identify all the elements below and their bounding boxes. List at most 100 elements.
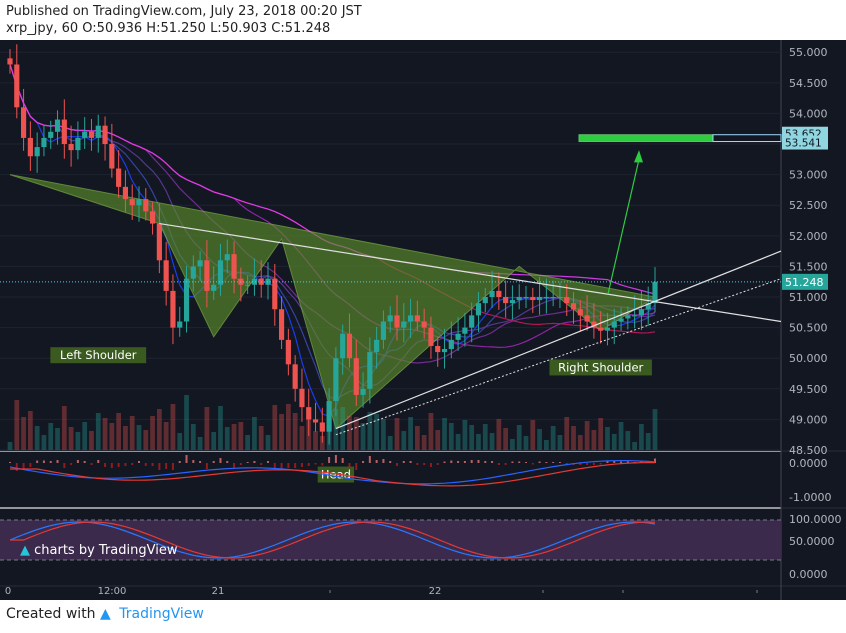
chart-area[interactable]: 55.00054.50054.00053.50053.00052.50052.0… — [0, 0, 846, 600]
candle — [224, 254, 230, 261]
volume-bar — [89, 431, 94, 450]
candle — [428, 327, 434, 346]
volume-bar — [408, 417, 413, 450]
candle — [523, 297, 529, 299]
macd-histogram-bar — [138, 461, 140, 463]
candle — [41, 137, 47, 148]
candle — [632, 315, 638, 317]
macd-histogram-bar — [470, 460, 473, 463]
macd-histogram-bar — [314, 463, 317, 465]
volume-bar — [34, 426, 40, 450]
candle — [190, 266, 196, 279]
volume-bar — [503, 428, 509, 450]
macd-histogram-bar — [49, 461, 52, 463]
macd-histogram-bar — [124, 463, 127, 466]
volume-bar — [116, 413, 122, 450]
candle — [14, 64, 20, 108]
candle — [183, 278, 190, 322]
price-tick-label: 51.000 — [789, 291, 828, 304]
volume-bar — [374, 414, 380, 450]
volume-bar — [211, 432, 217, 450]
candle — [163, 260, 169, 291]
candle — [577, 309, 583, 316]
volume-bar — [123, 426, 128, 450]
macd-histogram-bar — [36, 460, 39, 463]
candle — [591, 321, 597, 328]
volume-bar — [428, 413, 434, 450]
macd-histogram-bar — [626, 461, 629, 463]
price-tick-label: 52.000 — [789, 230, 828, 243]
time-tick-label: 12:00 — [98, 586, 127, 597]
price-chart[interactable]: 55.00054.50054.00053.50053.00052.50052.0… — [0, 0, 846, 600]
macd-histogram-bar — [104, 463, 107, 467]
candle — [455, 333, 461, 340]
volume-bar — [476, 434, 481, 450]
macd-histogram-bar — [348, 463, 351, 468]
macd-histogram-bar — [9, 462, 11, 463]
stoch-tick-label: 100.0000 — [789, 513, 842, 526]
candle — [475, 303, 482, 316]
candle — [197, 260, 203, 267]
macd-tick-label: -1.0000 — [789, 491, 831, 504]
macd-histogram-bar — [97, 460, 100, 463]
macd-histogram-bar — [267, 461, 269, 463]
volume-bar — [543, 440, 549, 450]
candle — [469, 315, 475, 328]
last-price-label: 51.248 — [785, 276, 824, 289]
candle — [448, 339, 454, 350]
macd-histogram-bar — [171, 463, 174, 470]
volume-bar — [258, 426, 264, 450]
macd-histogram-bar — [599, 463, 602, 465]
macd-histogram-bar — [56, 460, 59, 463]
macd-histogram-bar — [457, 461, 460, 463]
candle — [550, 297, 556, 299]
macd-histogram-bar — [219, 458, 222, 463]
macd-histogram-bar — [409, 461, 412, 463]
volume-bar — [265, 435, 271, 450]
volume-bar — [489, 433, 495, 450]
footer-brand-link[interactable]: TradingView — [119, 606, 204, 622]
volume-bar — [7, 442, 13, 450]
volume-bar — [605, 427, 610, 450]
macd-histogram-bar — [287, 463, 290, 468]
volume-bar — [394, 418, 400, 450]
candle — [489, 290, 495, 298]
candle — [570, 303, 577, 310]
macd-histogram-bar — [511, 461, 514, 463]
candle — [618, 318, 624, 322]
price-tick-label: 53.000 — [789, 169, 828, 182]
volume-bar — [550, 426, 556, 450]
candle — [109, 144, 115, 169]
volume-bar — [469, 425, 475, 450]
macd-histogram-bar — [545, 462, 548, 463]
watermark-logo: ▲ charts by TradingView — [20, 543, 178, 558]
volume-bar — [632, 442, 638, 450]
candle — [312, 419, 319, 423]
volume-bar — [156, 409, 162, 450]
macd-histogram-bar — [402, 461, 405, 463]
macd-histogram-bar — [280, 463, 283, 469]
macd-histogram-bar — [76, 460, 79, 463]
macd-histogram-bar — [416, 463, 419, 465]
macd-histogram-bar — [355, 463, 358, 470]
macd-histogram-bar — [253, 461, 256, 463]
macd-histogram-bar — [63, 463, 66, 468]
candle — [353, 358, 359, 395]
volume-bar — [136, 425, 142, 450]
candle — [156, 223, 162, 261]
candle — [652, 281, 658, 304]
candle — [360, 388, 366, 395]
pattern-label: Left Shoulder — [60, 348, 137, 362]
candle — [319, 422, 325, 432]
macd-histogram-bar — [212, 461, 215, 463]
macd-histogram-bar — [321, 463, 324, 466]
volume-bar — [448, 423, 454, 450]
volume-bar — [482, 424, 488, 450]
volume-bar — [177, 433, 183, 450]
candle — [530, 297, 536, 301]
macd-tick-label: 0.0000 — [789, 457, 828, 470]
volume-bar — [184, 395, 189, 450]
time-axis-bg — [0, 586, 781, 600]
candle — [625, 315, 631, 319]
volume-bar — [285, 404, 291, 450]
